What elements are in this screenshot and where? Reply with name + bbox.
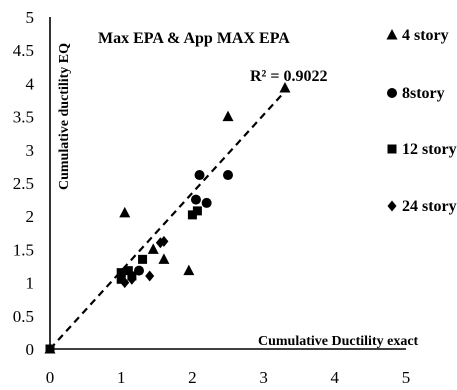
legend-marker-diamond	[387, 200, 397, 212]
legend-marker-circle	[387, 88, 397, 98]
data-point-triangle	[279, 82, 291, 93]
y-tick-label: 1	[26, 274, 35, 293]
data-point-circle	[201, 197, 212, 208]
y-axis-label: Cumulative ductility EQ	[57, 43, 72, 190]
y-tick-label: 5	[26, 8, 35, 27]
data-point-square	[192, 206, 202, 216]
legend-label: 4 story	[402, 27, 449, 44]
data-point-diamond	[127, 273, 137, 285]
data-point-square	[138, 254, 148, 264]
data-point-diamond	[159, 235, 169, 247]
legend-marker-triangle	[386, 29, 398, 40]
y-tick-label: 1.5	[13, 240, 34, 259]
x-tick-label: 2	[188, 368, 197, 387]
x-axis-label: Cumulative Ductility exact	[258, 334, 419, 349]
x-tick-label: 0	[46, 368, 55, 387]
y-tick-label: 4	[26, 74, 35, 93]
axes	[49, 17, 406, 350]
r-squared-annotation: R² = 0.9022	[250, 68, 327, 85]
x-tick-label: 4	[331, 368, 340, 387]
y-tick-label: 0	[26, 340, 35, 359]
data-points	[44, 82, 291, 354]
data-point-circle	[134, 265, 144, 276]
data-point-circle	[194, 170, 205, 181]
x-tick-label: 5	[402, 368, 411, 387]
x-tick-label: 1	[117, 368, 126, 387]
data-point-diamond	[120, 277, 130, 289]
y-tick-label: 2	[26, 207, 35, 226]
chart-title: Max EPA & App MAX EPA	[98, 30, 290, 47]
legend-label: 8story	[402, 85, 445, 102]
data-point-triangle	[183, 264, 195, 276]
data-point-triangle	[119, 206, 131, 218]
data-point-square	[116, 268, 126, 278]
legend-label: 12 story	[402, 141, 457, 158]
x-tick-labels: 0 1 2 3 4 5	[46, 368, 411, 387]
legend-marker-square	[387, 144, 397, 154]
data-point-triangle	[158, 253, 170, 264]
data-point-square	[45, 344, 55, 354]
data-point-triangle	[147, 243, 159, 254]
legend: 4 story 8story 12 story 24 story	[386, 27, 457, 215]
y-tick-label: 2.5	[13, 174, 34, 193]
y-tick-labels: 0 0.5 1 1.5 2 2.5 3 3.5 4 4.5 5	[13, 8, 35, 359]
y-tick-label: 4.5	[13, 41, 34, 60]
data-point-square	[116, 274, 126, 284]
data-point-triangle	[222, 110, 234, 122]
data-point-circle	[190, 194, 201, 205]
legend-label: 24 story	[402, 198, 457, 215]
y-tick-label: 3.5	[13, 108, 34, 127]
y-tick-label: 3	[26, 141, 35, 160]
data-point-circle	[223, 170, 233, 181]
x-tick-label: 3	[259, 368, 268, 387]
data-point-diamond	[145, 270, 155, 282]
y-tick-label: 0.5	[13, 307, 34, 326]
data-point-square	[123, 266, 133, 276]
data-point-square	[187, 210, 197, 220]
trendline	[49, 90, 286, 350]
